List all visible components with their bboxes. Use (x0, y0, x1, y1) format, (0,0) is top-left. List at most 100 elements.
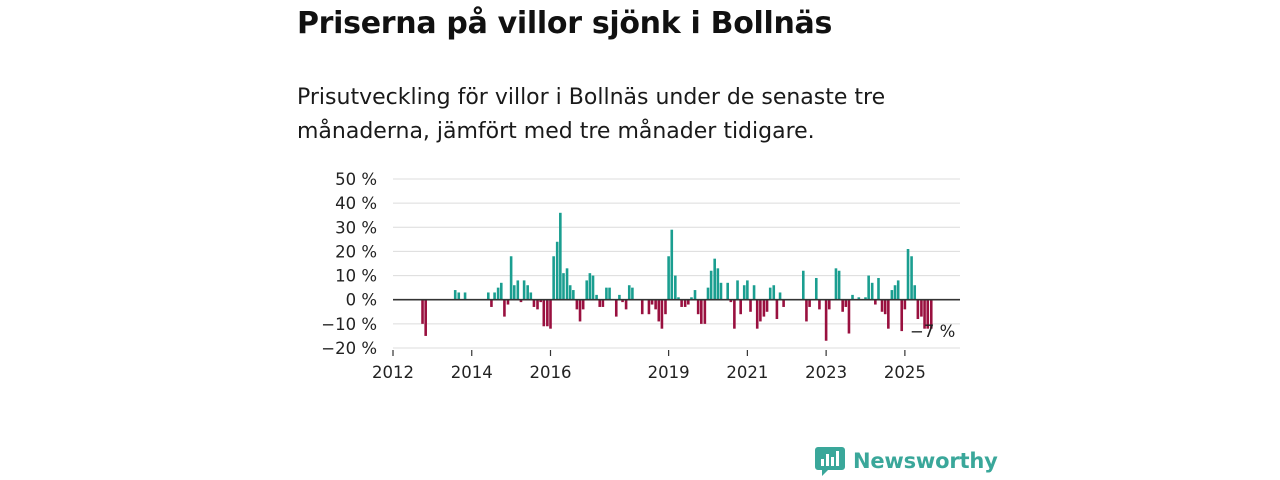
y-tick-label: 0 % (346, 291, 377, 310)
bar (421, 299, 424, 324)
bar (562, 273, 565, 300)
bar (847, 299, 851, 334)
bar (903, 299, 907, 310)
bar (880, 299, 884, 312)
bar (746, 280, 749, 300)
bar (624, 299, 628, 310)
bar (581, 299, 585, 310)
bar (759, 299, 762, 322)
bar (552, 256, 555, 300)
bar (801, 270, 805, 300)
bar (874, 299, 877, 305)
bar (700, 299, 703, 324)
bar (509, 256, 513, 300)
bar (910, 256, 913, 300)
bar (578, 299, 582, 322)
bar (595, 294, 598, 300)
bar (549, 299, 552, 329)
bar (680, 299, 683, 307)
bar (568, 285, 572, 300)
bar (765, 299, 769, 312)
bar (709, 270, 713, 300)
bar (608, 287, 611, 300)
chart-subtitle: Prisutveckling för villor i Bollnäs unde… (297, 85, 886, 144)
bar (870, 282, 874, 300)
x-tick-label: 2019 (648, 363, 690, 382)
bar (900, 299, 904, 332)
bar (559, 212, 562, 300)
bar (837, 270, 841, 300)
bar (526, 285, 529, 300)
bar (512, 285, 516, 300)
bar (572, 290, 575, 300)
x-tick-label: 2023 (805, 363, 847, 382)
y-tick-label: −10 % (321, 315, 377, 334)
bar (762, 299, 766, 317)
y-tick-label: −20 % (321, 339, 377, 358)
bars (421, 212, 933, 341)
newsworthy-logo-text: Newsworthy (853, 449, 998, 473)
bar (736, 280, 739, 300)
bar (755, 299, 759, 329)
y-tick-label: 50 % (335, 170, 377, 189)
bar (546, 299, 549, 327)
bar (627, 285, 631, 300)
y-tick-label: 20 % (335, 242, 377, 261)
bar (805, 299, 808, 322)
bar (896, 280, 900, 300)
bar (453, 290, 457, 300)
bar (778, 292, 782, 300)
bar (674, 275, 677, 300)
bar (687, 299, 690, 305)
x-tick-label: 2025 (884, 363, 926, 382)
bar (486, 292, 490, 300)
bar (503, 299, 506, 317)
x-tick-label: 2016 (530, 363, 572, 382)
bar (719, 282, 723, 300)
bar (913, 285, 917, 300)
bar (657, 299, 661, 322)
bar (739, 299, 742, 315)
bar (493, 292, 496, 300)
bar (864, 297, 867, 300)
bar (818, 299, 821, 310)
bar (588, 273, 592, 300)
bar (539, 299, 542, 303)
bar (857, 297, 861, 300)
bar (877, 277, 880, 300)
bar (424, 299, 427, 336)
bar (696, 299, 700, 315)
bar (670, 229, 674, 300)
bar (654, 299, 657, 310)
bar (496, 287, 500, 300)
bar (916, 299, 920, 320)
bar (772, 285, 776, 300)
newsworthy-logo-icon (815, 447, 845, 476)
bar (536, 299, 539, 310)
bar (532, 299, 536, 307)
bar (463, 292, 467, 300)
bar (923, 299, 926, 329)
bar (683, 299, 687, 307)
bar (667, 256, 670, 300)
bar (519, 299, 523, 303)
bar (516, 280, 520, 300)
bar (752, 285, 756, 300)
bar (591, 275, 595, 300)
bar (768, 287, 772, 300)
bar (499, 282, 503, 300)
bar (733, 299, 736, 329)
bar (814, 277, 818, 300)
bar (706, 287, 710, 300)
bar (726, 282, 729, 300)
bar (522, 280, 526, 300)
y-tick-label: 10 % (335, 267, 377, 286)
bar (647, 299, 651, 315)
bar (893, 285, 897, 300)
bar (920, 299, 923, 317)
x-tick-label: 2014 (451, 363, 493, 382)
bar (742, 285, 746, 300)
bar (457, 292, 461, 300)
bar (660, 299, 664, 329)
